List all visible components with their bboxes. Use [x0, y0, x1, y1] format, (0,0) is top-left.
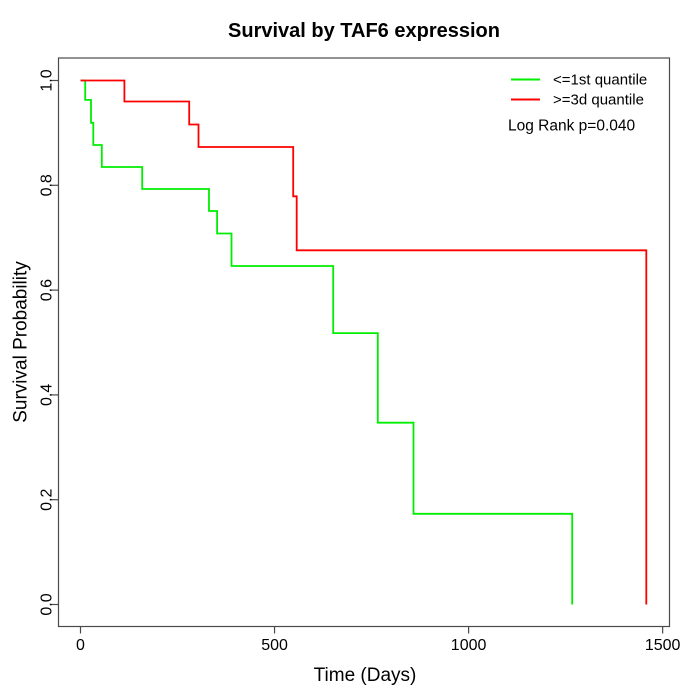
- survival-curves: [80, 79, 648, 605]
- y-axis: 0.0 0.2 0.4 0.6 0.8 1.0: [39, 69, 59, 616]
- y-tick-label: 1.0: [39, 69, 56, 91]
- legend-label-third-quantile: >=3d quantile: [553, 92, 644, 109]
- x-tick-label: 1000: [451, 637, 487, 654]
- legend: <=1st quantile >=3d quantile Log Rank p=…: [508, 72, 647, 135]
- y-tick-label: 0.4: [39, 384, 56, 406]
- y-axis-title: Survival Probability: [11, 261, 32, 423]
- logrank-annotation: Log Rank p=0.040: [508, 118, 635, 135]
- x-axis: 0 500 1000 1500: [76, 626, 681, 654]
- survival-curve-0: [80, 79, 574, 605]
- x-tick-label: 500: [261, 637, 288, 654]
- plot-box: [57, 57, 671, 628]
- x-axis-title: Time (Days): [314, 665, 417, 686]
- x-tick-label: 1500: [645, 637, 681, 654]
- y-tick-label: 0.2: [39, 488, 56, 510]
- survival-curve-1: [80, 79, 648, 605]
- chart-title: Survival by TAF6 expression: [228, 20, 500, 42]
- x-tick-label: 0: [76, 637, 85, 654]
- y-tick-label: 0.0: [39, 593, 56, 615]
- y-tick-label: 0.6: [39, 279, 56, 301]
- y-tick-label: 0.8: [39, 174, 56, 196]
- legend-label-first-quantile: <=1st quantile: [553, 72, 647, 89]
- legend-swatches: [511, 78, 540, 101]
